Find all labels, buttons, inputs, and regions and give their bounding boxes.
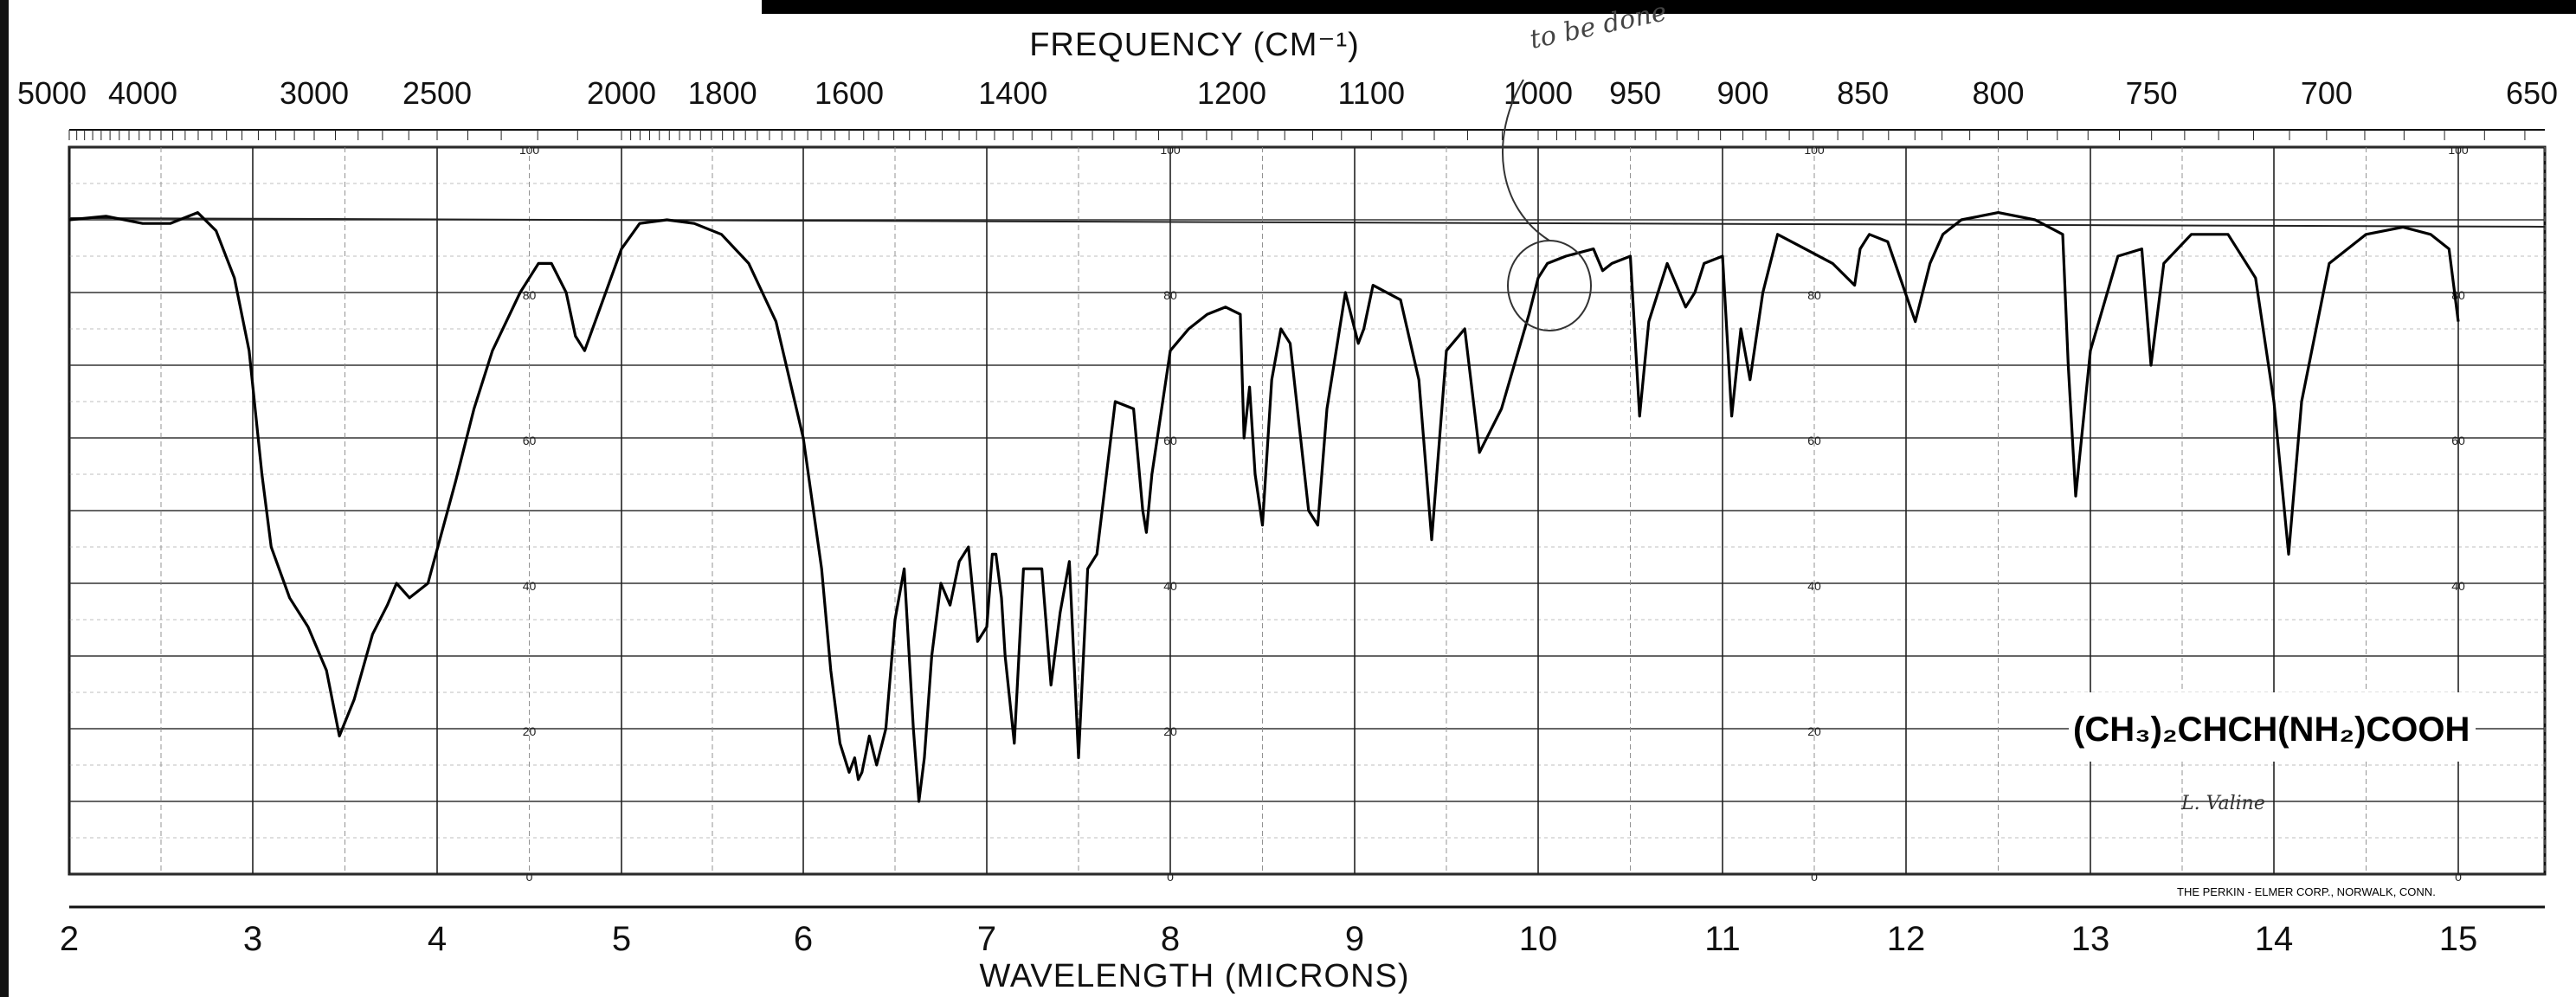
percent-label: 20 bbox=[523, 724, 537, 738]
top-tick-label: 3000 bbox=[280, 75, 349, 111]
percent-label: 60 bbox=[2451, 434, 2465, 447]
top-border-bar bbox=[762, 0, 2576, 14]
percent-label: 100 bbox=[1160, 143, 1181, 157]
percent-label: 80 bbox=[1807, 288, 1821, 302]
bottom-axis-title: WAVELENGTH (MICRONS) bbox=[979, 958, 1409, 994]
percent-label: 0 bbox=[526, 870, 533, 884]
bottom-tick-label: 12 bbox=[1887, 920, 1926, 958]
percent-label: 80 bbox=[523, 288, 537, 302]
top-tick-label: 750 bbox=[2126, 75, 2178, 111]
percent-label: 40 bbox=[2451, 579, 2465, 593]
bottom-tick-label: 15 bbox=[2439, 920, 2478, 958]
top-tick-label: 1100 bbox=[1338, 75, 1405, 111]
left-border-bar bbox=[0, 0, 9, 997]
top-tick-label: 1000 bbox=[1504, 75, 1573, 111]
grid bbox=[68, 129, 2547, 909]
handwritten-initial: L. Valine bbox=[2180, 793, 2265, 814]
top-tick-label: 2500 bbox=[402, 75, 472, 111]
top-axis-title: FREQUENCY (CM⁻¹) bbox=[1029, 27, 1360, 63]
top-tick-label: 1800 bbox=[688, 75, 757, 111]
percent-label: 100 bbox=[2448, 143, 2469, 157]
top-tick-label: 950 bbox=[1609, 75, 1661, 111]
top-tick-labels: 5000 4000 3000 2500 2000 1800 1600 1400 1200 1100… bbox=[17, 75, 2558, 111]
top-tick-label: 900 bbox=[1717, 75, 1769, 111]
bottom-tick-label: 9 bbox=[1345, 920, 1364, 958]
percent-label: 20 bbox=[1807, 724, 1821, 738]
top-tick-label: 5000 bbox=[17, 75, 87, 111]
top-tick-label: 2000 bbox=[587, 75, 656, 111]
annotation-arrow bbox=[1502, 79, 1550, 241]
percent-label: 40 bbox=[523, 579, 537, 593]
top-tick-label: 800 bbox=[1972, 75, 2024, 111]
top-tick-label: 650 bbox=[2506, 75, 2558, 111]
spectrum-line bbox=[68, 211, 2460, 803]
bottom-tick-label: 4 bbox=[428, 920, 447, 958]
percent-label: 40 bbox=[1807, 579, 1821, 593]
top-tick-label: 4000 bbox=[108, 75, 177, 111]
percent-label: 0 bbox=[1167, 870, 1174, 884]
percent-label: 60 bbox=[523, 434, 537, 447]
bottom-tick-label: 2 bbox=[60, 920, 79, 958]
bottom-tick-label: 6 bbox=[794, 920, 813, 958]
tick-marks bbox=[68, 130, 2526, 140]
bottom-tick-label: 10 bbox=[1519, 920, 1558, 958]
bottom-tick-label: 5 bbox=[612, 920, 631, 958]
formula-box bbox=[2069, 692, 2476, 762]
bottom-tick-labels: 2 3 4 5 6 7 8 9 10 11 12 13 14 15 bbox=[60, 920, 2477, 958]
top-tick-label: 700 bbox=[2301, 75, 2353, 111]
corp-label: THE PERKIN - ELMER CORP., NORWALK, CONN. bbox=[2177, 885, 2436, 898]
percent-label: 60 bbox=[1807, 434, 1821, 447]
bottom-tick-label: 8 bbox=[1161, 920, 1180, 958]
top-tick-label: 1600 bbox=[815, 75, 884, 111]
percent-label: 100 bbox=[1804, 143, 1825, 157]
compound-formula: (CH₃)₂CHCH(NH₂)COOH bbox=[2073, 711, 2470, 749]
percent-label: 0 bbox=[1811, 870, 1818, 884]
percent-label: 100 bbox=[519, 143, 540, 157]
percent-label: 60 bbox=[1163, 434, 1177, 447]
bottom-tick-label: 14 bbox=[2255, 920, 2294, 958]
percent-label: 0 bbox=[2455, 870, 2462, 884]
top-tick-label: 850 bbox=[1837, 75, 1889, 111]
bottom-tick-label: 3 bbox=[243, 920, 262, 958]
top-tick-label: 1400 bbox=[978, 75, 1047, 111]
percent-label: 80 bbox=[1163, 288, 1177, 302]
percent-label: 20 bbox=[1163, 724, 1177, 738]
bottom-tick-label: 13 bbox=[2071, 920, 2110, 958]
percent-label: 40 bbox=[1163, 579, 1177, 593]
bottom-tick-label: 7 bbox=[977, 920, 996, 958]
bottom-tick-label: 11 bbox=[1704, 920, 1741, 958]
top-tick-label: 1200 bbox=[1197, 75, 1266, 111]
baseline-line bbox=[68, 217, 2546, 228]
